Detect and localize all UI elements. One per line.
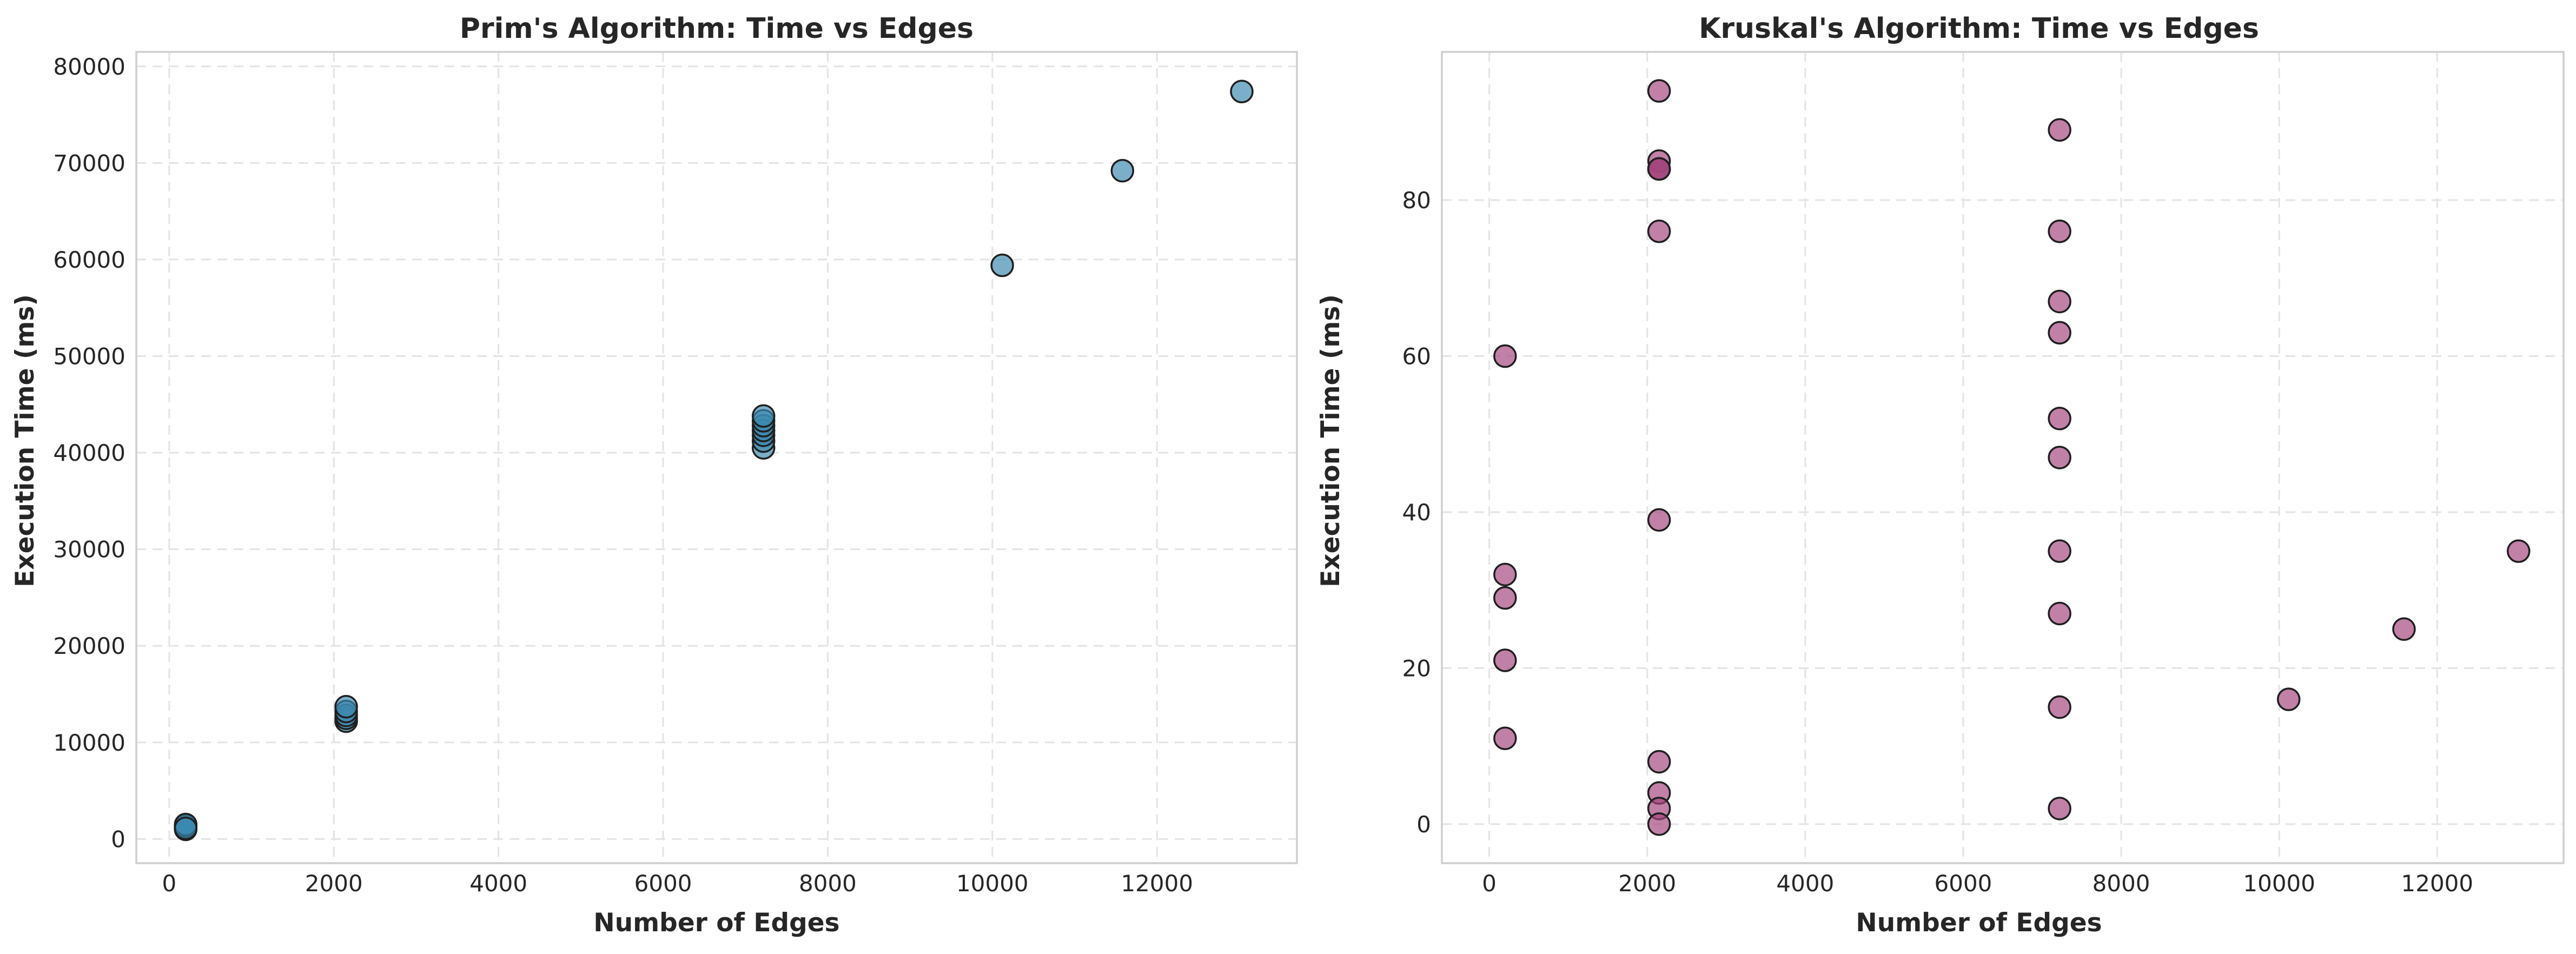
kruskal-x-axis-label: Number of Edges [1856,908,2102,938]
kruskal-x-tick-label: 12000 [2401,870,2474,897]
prim-tick-labels: 0 2000 4000 6000 8000 10000 12000 0 10000 20000 30… [53,54,1193,897]
prim-x-tick-label: 4000 [469,870,527,897]
kruskal-data-point [2392,617,2416,641]
kruskal-chart-title: Kruskal's Algorithm: Time vs Edges [1699,12,2259,45]
kruskal-y-tick-label: 0 [1416,811,1431,838]
prim-data-point [1110,158,1135,183]
prim-data-point [334,694,358,719]
prim-y-tick-label: 60000 [53,247,125,273]
kruskal-x-tick-label: 4000 [1776,870,1834,897]
prim-y-tick-label: 70000 [53,150,125,176]
kruskal-data-point [2048,539,2071,563]
kruskal-tick-labels: 0 2000 4000 6000 8000 10000 12000 0 20 40 60 80 [1402,187,2474,897]
kruskal-data-point [2048,289,2071,314]
prim-y-tick-label: 0 [111,826,125,852]
prim-y-tick-label: 50000 [53,343,125,370]
kruskal-data-point [2048,118,2071,142]
prim-x-tick-label: 8000 [799,870,857,897]
kruskal-data-point [2048,321,2071,345]
prim-plot-frame [135,51,1298,864]
prim-x-tick-label: 2000 [305,870,363,897]
kruskal-data-point [2048,219,2071,243]
kruskal-y-tick-label: 60 [1402,343,1431,370]
prim-data-point [752,404,776,428]
kruskal-plot-frame [1441,51,2565,864]
kruskal-data-point [1493,586,1517,610]
kruskal-data-point [2048,446,2071,469]
prim-y-tick-label: 30000 [53,536,125,563]
kruskal-y-tick-label: 20 [1402,655,1431,681]
kruskal-data-point [2048,601,2071,626]
kruskal-x-tick-label: 2000 [1618,870,1676,897]
prim-x-tick-label: 0 [162,870,177,897]
kruskal-scatter-panel: Kruskal's Algorithm: Time vs Edges Numbe… [1316,12,2565,938]
prim-y-tick-label: 80000 [53,54,125,80]
kruskal-data-point [2276,687,2301,711]
prim-y-tick-label: 40000 [53,440,125,466]
prim-chart-title: Prim's Algorithm: Time vs Edges [460,12,974,45]
prim-scatter-panel: Prim's Algorithm: Time vs Edges Number o… [10,12,1298,938]
prim-y-tick-label: 20000 [53,633,125,659]
prim-x-tick-label: 10000 [956,870,1029,897]
kruskal-x-tick-label: 6000 [1935,870,1992,897]
kruskal-data-point [1647,750,1671,774]
kruskal-y-axis-label: Execution Time (ms) [1316,294,1346,587]
kruskal-data-point [1493,344,1517,368]
kruskal-data-point [1647,812,1671,836]
kruskal-data-point [2048,797,2071,820]
prim-x-axis-label: Number of Edges [593,908,839,938]
kruskal-data-point [1647,79,1671,103]
kruskal-data-point [2048,695,2071,719]
kruskal-data-point [1647,219,1671,243]
prim-y-tick-label: 10000 [53,730,125,756]
kruskal-y-tick-label: 40 [1402,499,1431,526]
kruskal-gridlines [1442,52,2564,863]
kruskal-data-point [2506,539,2531,563]
kruskal-data-points [1493,79,2531,836]
prim-gridlines [136,52,1297,863]
kruskal-data-point [1493,726,1517,750]
prim-y-axis-label: Execution Time (ms) [10,294,40,587]
kruskal-y-tick-label: 80 [1402,187,1431,214]
kruskal-data-point [1647,157,1671,181]
kruskal-x-tick-label: 0 [1482,870,1496,897]
kruskal-data-point [2048,407,2071,430]
prim-data-point [990,253,1014,277]
prim-data-points [174,80,1254,842]
kruskal-data-point [1493,562,1517,587]
kruskal-x-tick-label: 8000 [2092,870,2150,897]
prim-data-point [174,816,198,840]
kruskal-data-point [1647,508,1671,532]
prim-x-tick-label: 6000 [634,870,692,897]
prim-data-point [1230,80,1254,103]
kruskal-data-point [1493,648,1517,672]
kruskal-x-tick-label: 10000 [2243,870,2315,897]
prim-x-tick-label: 12000 [1121,870,1193,897]
